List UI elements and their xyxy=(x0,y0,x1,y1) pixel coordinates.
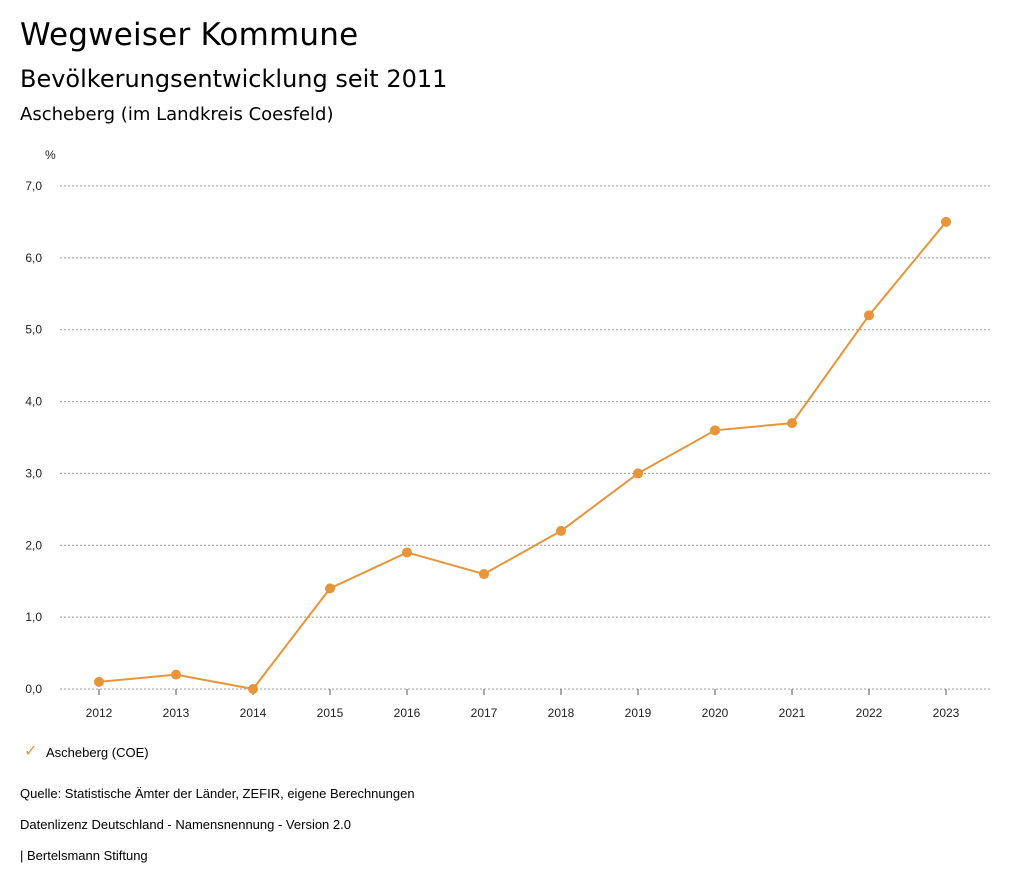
grid-lines xyxy=(60,185,991,690)
x-tick-label: 2017 xyxy=(471,706,498,720)
x-tick-label: 2014 xyxy=(240,706,267,720)
x-tick-label: 2019 xyxy=(625,706,652,720)
y-tick-label: 4,0 xyxy=(25,395,42,409)
region-label: Ascheberg (im Landkreis Coesfeld) xyxy=(20,104,334,125)
x-tick-label: 2012 xyxy=(86,706,113,720)
x-tick-label: 2016 xyxy=(394,706,421,720)
x-axis-ticks: 2012 2013 2014 2015 2016 2017 2018 2019 2020 2021… xyxy=(86,689,960,720)
y-tick-label: 0,0 xyxy=(25,682,42,696)
data-point[interactable] xyxy=(864,310,874,321)
data-point[interactable] xyxy=(94,676,104,687)
x-tick-label: 2022 xyxy=(856,706,883,720)
data-point[interactable] xyxy=(248,684,258,694)
data-point[interactable] xyxy=(402,547,412,558)
chart-legend[interactable]: ✓ Ascheberg (COE) xyxy=(24,744,149,760)
legend-item-label: Ascheberg (COE) xyxy=(46,744,149,760)
x-tick-label: 2021 xyxy=(779,706,806,720)
y-tick-label: 3,0 xyxy=(25,466,42,480)
series-group xyxy=(94,216,951,694)
data-point[interactable] xyxy=(325,583,335,594)
publisher-note: | Bertelsmann Stiftung xyxy=(20,848,148,863)
page-title: Wegweiser Kommune xyxy=(20,17,359,53)
x-tick-label: 2020 xyxy=(702,706,729,720)
y-tick-label: 7,0 xyxy=(25,179,42,193)
y-axis-ticks: 0,0 1,0 2,0 3,0 4,0 5,0 6,0 7,0 xyxy=(25,179,42,696)
x-tick-label: 2015 xyxy=(317,706,344,720)
y-tick-label: 2,0 xyxy=(25,538,42,552)
y-tick-label: 5,0 xyxy=(25,323,42,337)
line-chart: % 0,01,02,03,04,05,06,07,0 2012 2013 2014 2… xyxy=(25,148,991,720)
data-point[interactable] xyxy=(633,468,643,479)
license-note: Datenlizenz Deutschland - Namensnennung … xyxy=(20,817,351,832)
y-tick-label: 6,0 xyxy=(25,251,42,265)
x-tick-label: 2023 xyxy=(933,706,960,720)
x-tick-label: 2013 xyxy=(163,706,190,720)
y-tick-label: 1,0 xyxy=(25,610,42,624)
series-line xyxy=(98,221,947,690)
data-point[interactable] xyxy=(710,425,720,436)
check-icon: ✓ xyxy=(24,743,38,760)
chart-subtitle: Bevölkerungsentwicklung seit 2011 xyxy=(20,65,448,93)
data-point[interactable] xyxy=(556,525,566,536)
data-point[interactable] xyxy=(941,216,951,227)
data-point[interactable] xyxy=(479,569,489,580)
source-note: Quelle: Statistische Ämter der Länder, Z… xyxy=(20,786,415,801)
data-point[interactable] xyxy=(787,418,797,429)
y-axis-unit-label: % xyxy=(45,148,56,162)
data-point[interactable] xyxy=(171,669,181,680)
x-tick-label: 2018 xyxy=(548,706,575,720)
